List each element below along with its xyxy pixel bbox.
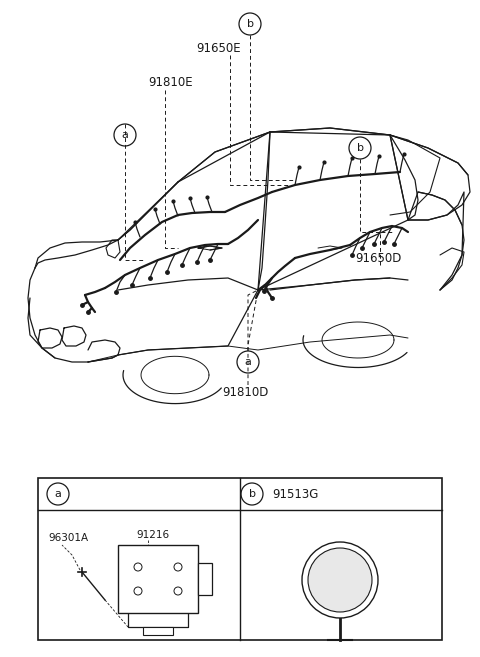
Bar (38, 478, 442, 640)
Text: b: b (247, 19, 253, 29)
Text: 96301A: 96301A (48, 533, 88, 543)
Text: b: b (249, 489, 255, 499)
Bar (118, 545, 198, 613)
Text: a: a (121, 130, 129, 140)
Text: 91513G: 91513G (272, 487, 318, 501)
Bar (143, 627, 173, 635)
Ellipse shape (308, 548, 372, 612)
Text: a: a (245, 357, 252, 367)
Text: 91650E: 91650E (196, 41, 240, 55)
Text: a: a (55, 489, 61, 499)
Ellipse shape (302, 542, 378, 618)
Bar (198, 563, 212, 595)
Text: 91810D: 91810D (222, 386, 268, 399)
Text: 91650D: 91650D (355, 252, 401, 265)
Text: 91216: 91216 (136, 530, 169, 540)
Text: b: b (357, 143, 363, 153)
Text: 91810E: 91810E (148, 76, 192, 89)
